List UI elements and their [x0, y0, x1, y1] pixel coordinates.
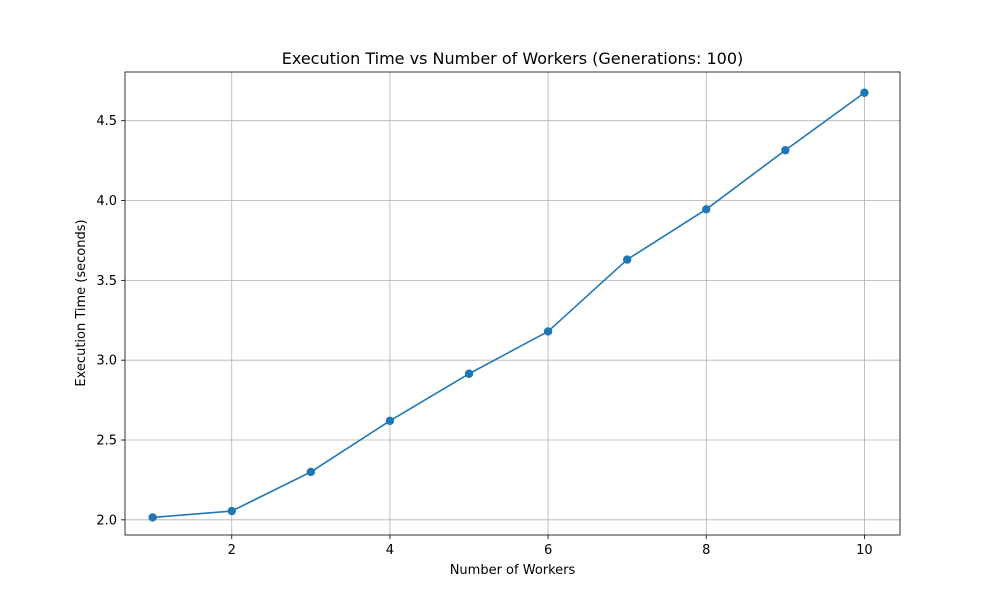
x-tick-label: 10	[856, 543, 873, 558]
data-point	[622, 255, 632, 264]
data-point	[860, 88, 869, 97]
data-point	[702, 205, 711, 214]
grid-lines	[125, 72, 900, 535]
data-point	[543, 327, 553, 336]
x-tick-label: 4	[386, 543, 394, 558]
data-point	[148, 513, 157, 522]
y-tick-label: 3.0	[96, 354, 117, 369]
y-axis-ticks: 2.0 2.5 3.0 3.5 4.0 4.5	[96, 114, 125, 528]
chart-title: Execution Time vs Number of Workers (Gen…	[282, 49, 743, 68]
data-point	[464, 369, 474, 378]
y-tick-label: 3.5	[96, 274, 117, 289]
x-axis-label: Number of Workers	[450, 563, 576, 578]
series-layer	[148, 88, 869, 522]
x-axis-ticks: 2 4 6 8 10	[228, 535, 873, 558]
x-tick-label: 2	[228, 543, 236, 558]
y-tick-label: 4.0	[96, 194, 117, 209]
data-point	[385, 416, 395, 426]
x-tick-label: 6	[544, 543, 552, 558]
y-tick-label: 2.0	[96, 513, 117, 528]
data-point	[306, 467, 316, 477]
y-tick-label: 4.5	[96, 114, 117, 129]
y-tick-label: 2.5	[96, 434, 117, 449]
data-point	[781, 146, 790, 155]
series-line	[152, 92, 865, 519]
data-point	[227, 506, 236, 516]
x-tick-label: 8	[702, 543, 710, 558]
axes	[124, 71, 901, 536]
plot-frame	[124, 71, 901, 536]
y-axis-label: Execution Time (seconds)	[74, 219, 89, 386]
